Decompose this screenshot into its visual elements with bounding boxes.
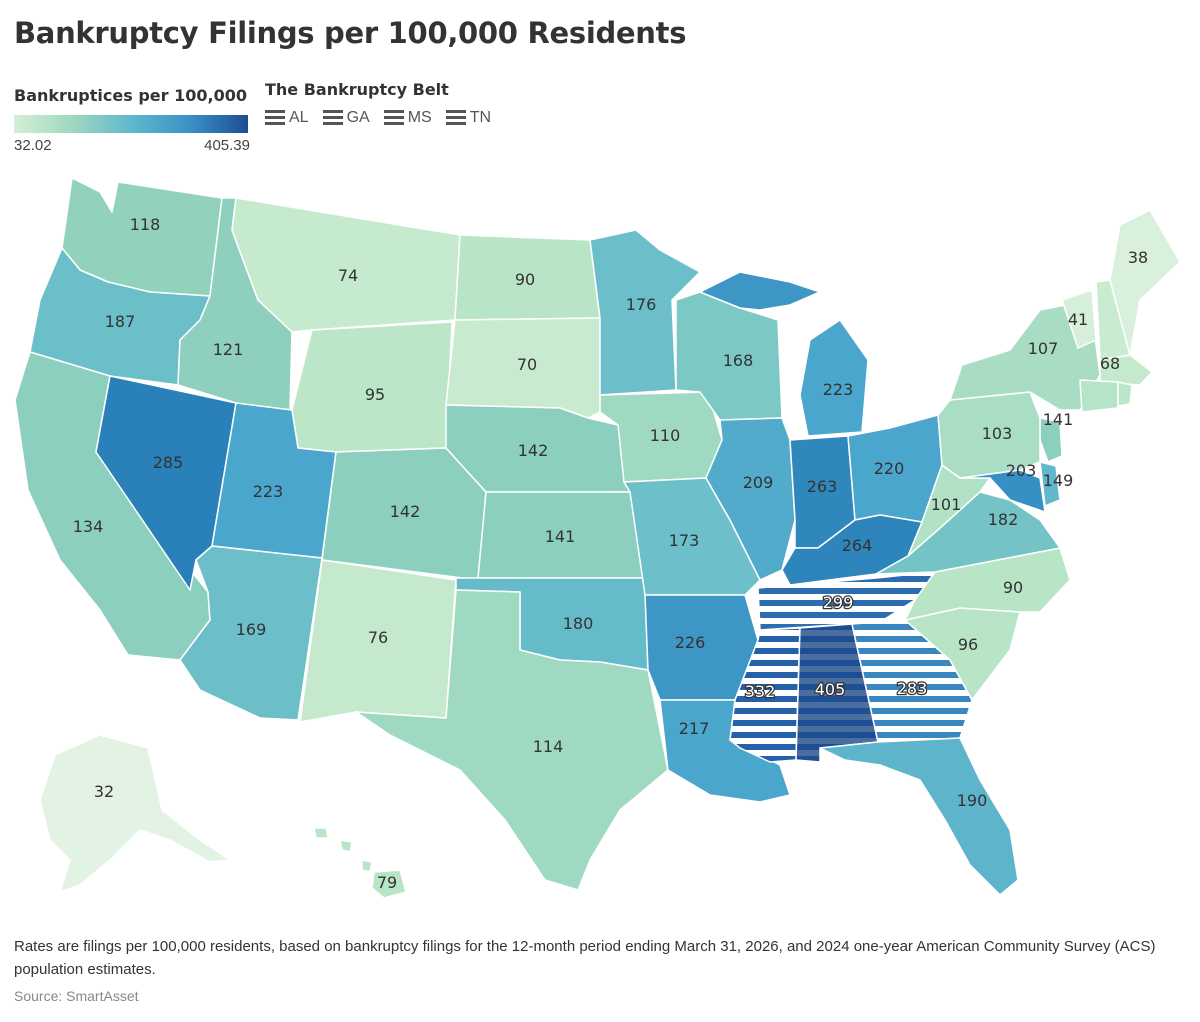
color-scale-legend: Bankruptices per 100,000 32.02 405.39 <box>14 86 250 154</box>
label-tx: 114 <box>533 737 564 756</box>
label-ks: 141 <box>545 527 576 546</box>
label-tn: 299 <box>823 593 854 612</box>
label-sd: 70 <box>517 355 537 374</box>
label-me: 38 <box>1128 248 1148 267</box>
belt-item-ga[interactable]: GA <box>322 109 370 127</box>
label-de: 149 <box>1043 471 1074 490</box>
label-ny: 107 <box>1028 339 1059 358</box>
stripe-swatch-icon <box>265 110 285 126</box>
label-ar: 226 <box>675 633 706 652</box>
belt-legend-title: The Bankruptcy Belt <box>265 80 449 99</box>
label-wa: 118 <box>130 215 161 234</box>
state-ma[interactable] <box>1099 354 1153 386</box>
label-mo: 173 <box>669 531 700 550</box>
label-nh: 68 <box>1100 354 1120 373</box>
label-sc: 96 <box>958 635 978 654</box>
label-ga: 283 <box>897 679 928 698</box>
label-id: 121 <box>213 340 244 359</box>
scale-max-label: 405.39 <box>204 137 250 154</box>
belt-item-label: GA <box>346 109 370 126</box>
scale-min-label: 32.02 <box>14 137 52 154</box>
belt-item-al[interactable]: AL <box>265 109 309 127</box>
state-mn[interactable] <box>589 229 701 396</box>
label-nm: 76 <box>368 628 388 647</box>
belt-item-label: AL <box>289 109 309 126</box>
label-wv: 101 <box>931 495 962 514</box>
label-ky: 264 <box>842 536 873 555</box>
label-pa: 103 <box>982 424 1013 443</box>
state-value-labels: 118 187 134 285 121 74 95 223 169 142 76… <box>73 215 1148 892</box>
label-md: 203 <box>1006 461 1037 480</box>
label-mn: 176 <box>626 295 657 314</box>
label-nv: 285 <box>153 453 184 472</box>
belt-item-label: TN <box>469 109 492 126</box>
label-nc: 90 <box>1003 578 1023 597</box>
label-wi: 168 <box>723 351 754 370</box>
page-title: Bankruptcy Filings per 100,000 Residents <box>14 16 687 50</box>
stripe-swatch-icon <box>383 110 404 126</box>
belt-item-ms[interactable]: MS <box>383 109 432 127</box>
color-gradient-bar <box>14 115 248 133</box>
state-de[interactable] <box>1039 461 1061 507</box>
label-ca: 134 <box>73 517 104 536</box>
state-hi[interactable] <box>313 827 407 899</box>
label-fl: 190 <box>957 791 988 810</box>
label-in: 263 <box>807 477 838 496</box>
source-credit: Source: SmartAsset <box>14 988 139 1004</box>
label-vt: 41 <box>1068 310 1088 329</box>
label-az: 169 <box>236 620 267 639</box>
state-me[interactable] <box>1109 209 1181 356</box>
state-ct[interactable] <box>1079 379 1119 413</box>
label-co: 142 <box>390 502 421 521</box>
stripe-swatch-icon <box>445 110 466 126</box>
label-nd: 90 <box>515 270 535 289</box>
state-il[interactable] <box>705 417 796 581</box>
belt-item-label: MS <box>407 109 432 126</box>
state-fl[interactable] <box>819 737 1019 896</box>
label-oh: 220 <box>874 459 905 478</box>
label-ok: 180 <box>563 614 594 633</box>
state-vt[interactable] <box>1061 289 1097 349</box>
state-ak[interactable] <box>39 734 231 893</box>
us-choropleth-map: 118 187 134 285 121 74 95 223 169 142 76… <box>14 177 1181 899</box>
label-va: 182 <box>988 510 1019 529</box>
label-ms: 332 <box>745 682 776 701</box>
label-ak: 32 <box>94 782 114 801</box>
footnote: Rates are filings per 100,000 residents,… <box>14 938 1156 978</box>
label-ia: 110 <box>650 426 681 445</box>
label-hi: 79 <box>377 873 397 892</box>
label-ut: 223 <box>253 482 284 501</box>
label-la: 217 <box>679 719 710 738</box>
belt-item-tn[interactable]: TN <box>445 109 492 127</box>
state-tx[interactable] <box>355 589 669 891</box>
label-nj: 141 <box>1043 410 1074 429</box>
label-or: 187 <box>105 312 136 331</box>
stripe-swatch-icon <box>322 110 343 126</box>
color-scale-title: Bankruptices per 100,000 <box>14 86 247 105</box>
state-az[interactable] <box>179 545 323 721</box>
label-il: 209 <box>743 473 774 492</box>
state-mi[interactable] <box>799 319 869 437</box>
bankruptcy-belt-legend: The Bankruptcy Belt AL GA MS TN <box>265 80 491 127</box>
label-mi: 223 <box>823 380 854 399</box>
label-mt: 74 <box>338 266 358 285</box>
label-wy: 95 <box>365 385 385 404</box>
state-ri[interactable] <box>1117 381 1133 407</box>
label-al: 405 <box>815 680 846 699</box>
label-ne: 142 <box>518 441 549 460</box>
state-mi-up[interactable] <box>699 271 821 311</box>
